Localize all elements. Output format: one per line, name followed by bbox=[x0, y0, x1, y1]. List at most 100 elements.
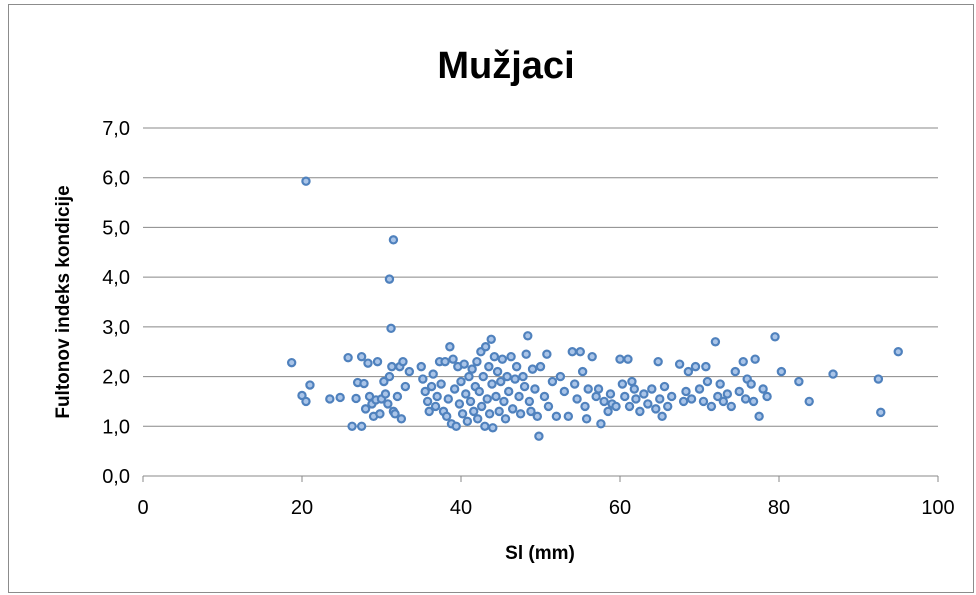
data-point bbox=[876, 407, 886, 418]
x-tick-label: 60 bbox=[609, 497, 631, 519]
data-point bbox=[511, 361, 522, 372]
data-point bbox=[713, 391, 723, 402]
data-point bbox=[487, 379, 497, 389]
data-point bbox=[580, 401, 590, 412]
data-point bbox=[555, 371, 566, 382]
data-point bbox=[542, 349, 552, 359]
data-point bbox=[657, 411, 667, 422]
data-point bbox=[804, 396, 814, 407]
y-tick-label: 1,0 bbox=[102, 416, 130, 438]
data-point bbox=[488, 423, 498, 433]
data-point bbox=[462, 416, 473, 427]
x-tick-label: 20 bbox=[291, 497, 313, 519]
data-point bbox=[445, 342, 455, 352]
data-point bbox=[690, 361, 701, 372]
data-point bbox=[384, 371, 395, 382]
data-point bbox=[514, 391, 524, 402]
data-point bbox=[694, 384, 705, 394]
data-point bbox=[722, 389, 733, 399]
data-point bbox=[457, 409, 468, 419]
data-point bbox=[674, 359, 685, 369]
data-point bbox=[647, 384, 657, 394]
data-point bbox=[559, 386, 570, 397]
data-point bbox=[605, 389, 616, 399]
data-point bbox=[515, 409, 526, 419]
data-point bbox=[631, 394, 641, 404]
data-point bbox=[730, 366, 740, 377]
data-point bbox=[534, 431, 544, 441]
data-point bbox=[748, 396, 759, 407]
y-tick-label: 7,0 bbox=[102, 118, 130, 140]
data-point bbox=[643, 399, 653, 409]
data-point bbox=[686, 394, 697, 404]
data-points bbox=[286, 176, 903, 441]
data-point bbox=[740, 394, 751, 404]
data-point bbox=[388, 235, 399, 245]
data-point bbox=[492, 366, 503, 377]
data-point bbox=[758, 384, 768, 394]
data-point bbox=[484, 361, 494, 372]
data-point bbox=[436, 379, 446, 389]
data-point bbox=[420, 386, 430, 397]
data-point bbox=[392, 391, 403, 402]
data-point bbox=[577, 366, 588, 377]
data-point bbox=[581, 414, 592, 424]
data-point bbox=[448, 354, 458, 364]
data-point bbox=[599, 396, 609, 407]
x-axis-ticks: 0 20 40 60 80 100 bbox=[137, 476, 955, 519]
data-point bbox=[449, 384, 460, 394]
data-point bbox=[396, 414, 407, 424]
data-point bbox=[702, 376, 713, 387]
data-point bbox=[681, 386, 691, 397]
data-point bbox=[418, 374, 428, 384]
data-point bbox=[651, 404, 661, 414]
data-point bbox=[551, 411, 562, 422]
data-point bbox=[383, 399, 393, 409]
data-point bbox=[504, 386, 514, 397]
data-point bbox=[502, 371, 512, 382]
y-tick-label: 3,0 bbox=[102, 317, 130, 339]
data-point bbox=[663, 401, 673, 412]
data-point bbox=[678, 396, 689, 407]
data-point bbox=[430, 401, 441, 412]
y-axis-label: Fultonov indeks kondicije bbox=[53, 185, 74, 418]
data-point bbox=[523, 331, 533, 341]
data-point bbox=[489, 351, 500, 362]
data-point bbox=[593, 384, 604, 394]
data-point bbox=[726, 401, 737, 412]
data-point bbox=[653, 356, 663, 367]
data-point bbox=[635, 406, 645, 417]
data-point bbox=[440, 356, 450, 367]
data-point bbox=[426, 381, 437, 392]
data-point bbox=[387, 361, 397, 372]
data-point bbox=[596, 419, 606, 429]
data-point bbox=[356, 421, 367, 431]
y-tick-label: 2,0 bbox=[102, 367, 130, 389]
data-point bbox=[611, 401, 621, 412]
data-point bbox=[591, 391, 601, 402]
data-point bbox=[893, 347, 903, 357]
x-tick-label: 100 bbox=[921, 497, 954, 519]
data-point bbox=[828, 369, 838, 379]
data-point bbox=[639, 389, 649, 399]
data-point bbox=[535, 361, 546, 372]
data-point bbox=[372, 356, 383, 367]
data-point bbox=[497, 354, 508, 364]
data-point bbox=[575, 347, 585, 357]
data-point bbox=[698, 396, 709, 407]
data-point bbox=[474, 386, 484, 397]
data-point bbox=[567, 347, 578, 357]
data-point bbox=[416, 361, 426, 372]
data-point bbox=[443, 394, 453, 404]
data-point bbox=[390, 409, 400, 419]
data-point bbox=[615, 354, 625, 364]
data-point bbox=[532, 411, 543, 422]
data-point bbox=[500, 414, 511, 424]
data-point bbox=[359, 378, 369, 389]
data-point bbox=[441, 411, 452, 422]
x-tick-label: 0 bbox=[137, 497, 148, 519]
data-point bbox=[543, 401, 554, 412]
data-point bbox=[386, 323, 396, 334]
data-point bbox=[432, 391, 442, 402]
data-point bbox=[750, 354, 760, 364]
